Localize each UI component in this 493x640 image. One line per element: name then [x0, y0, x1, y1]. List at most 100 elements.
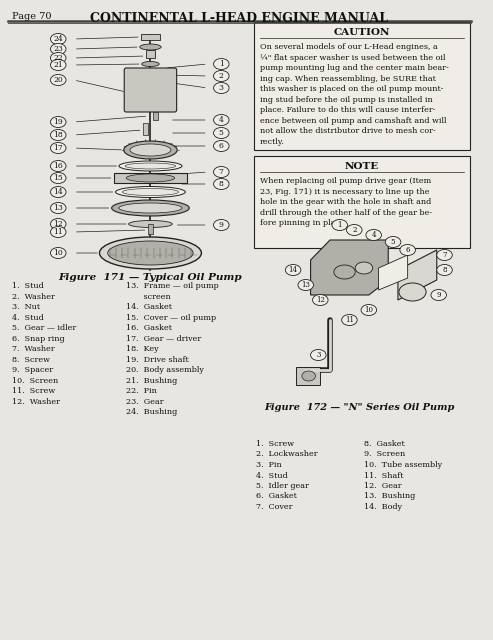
- Text: rectly.: rectly.: [260, 138, 285, 145]
- Text: ¼" flat spacer washer is used between the oil: ¼" flat spacer washer is used between th…: [260, 54, 446, 61]
- Text: 8.  Screw: 8. Screw: [12, 355, 50, 364]
- Ellipse shape: [431, 289, 447, 301]
- Bar: [141, 34, 160, 40]
- Text: 4: 4: [371, 231, 376, 239]
- Text: 24: 24: [53, 35, 63, 43]
- Text: 10: 10: [53, 249, 63, 257]
- Ellipse shape: [50, 218, 66, 230]
- Ellipse shape: [50, 52, 66, 63]
- Text: 17: 17: [53, 144, 63, 152]
- Text: 5: 5: [219, 129, 224, 137]
- Text: 19: 19: [53, 118, 63, 126]
- Ellipse shape: [213, 220, 229, 230]
- Ellipse shape: [122, 189, 178, 195]
- Ellipse shape: [298, 280, 314, 291]
- Ellipse shape: [50, 173, 66, 184]
- Ellipse shape: [213, 166, 229, 177]
- Ellipse shape: [313, 294, 328, 305]
- Text: 3: 3: [219, 84, 224, 92]
- Text: 3: 3: [316, 351, 320, 359]
- Text: 1: 1: [219, 60, 224, 68]
- Text: 14: 14: [288, 266, 298, 274]
- Text: pump mounting lug and the center main bear-: pump mounting lug and the center main be…: [260, 64, 449, 72]
- FancyBboxPatch shape: [124, 68, 176, 112]
- Text: 13.  Bushing: 13. Bushing: [364, 493, 415, 500]
- Ellipse shape: [130, 144, 171, 156]
- Text: 6: 6: [219, 142, 224, 150]
- Text: 23.  Gear: 23. Gear: [126, 397, 164, 406]
- Text: Page 70: Page 70: [12, 12, 51, 21]
- Text: 2.  Lockwasher: 2. Lockwasher: [256, 451, 318, 458]
- Ellipse shape: [119, 203, 182, 213]
- Text: 10: 10: [364, 306, 373, 314]
- Text: 12.  Gear: 12. Gear: [364, 482, 402, 490]
- Ellipse shape: [111, 200, 189, 216]
- Text: 12.  Washer: 12. Washer: [12, 397, 60, 406]
- Ellipse shape: [124, 141, 177, 159]
- Ellipse shape: [126, 174, 175, 182]
- Bar: [142, 123, 147, 135]
- Text: 21: 21: [53, 61, 63, 69]
- Text: screen: screen: [126, 292, 171, 301]
- Text: 4.  Stud: 4. Stud: [12, 314, 43, 321]
- Text: 10.  Tube assembly: 10. Tube assembly: [364, 461, 442, 469]
- Text: 16.  Gasket: 16. Gasket: [126, 324, 172, 332]
- Text: 5: 5: [391, 238, 395, 246]
- Text: 13: 13: [53, 204, 63, 212]
- Bar: [254, 22, 470, 150]
- Ellipse shape: [129, 221, 172, 227]
- Text: 14.  Gasket: 14. Gasket: [126, 303, 172, 311]
- Text: 20: 20: [53, 76, 63, 84]
- Ellipse shape: [366, 230, 382, 241]
- Text: When replacing oil pump drive gear (Item: When replacing oil pump drive gear (Item: [260, 177, 431, 185]
- Text: CAUTION: CAUTION: [334, 28, 390, 37]
- Text: 3.  Nut: 3. Nut: [12, 303, 40, 311]
- Text: 22.  Pin: 22. Pin: [126, 387, 157, 395]
- Polygon shape: [311, 240, 388, 295]
- Text: 13.  Frame — oil pump: 13. Frame — oil pump: [126, 282, 219, 290]
- Ellipse shape: [213, 127, 229, 138]
- Ellipse shape: [399, 283, 426, 301]
- Ellipse shape: [334, 265, 355, 279]
- Text: 4: 4: [219, 116, 224, 124]
- Text: 5.  Gear — idler: 5. Gear — idler: [12, 324, 76, 332]
- Text: 16: 16: [53, 162, 63, 170]
- Text: 2: 2: [352, 226, 356, 234]
- Polygon shape: [379, 255, 408, 290]
- Text: 11.  Screw: 11. Screw: [12, 387, 55, 395]
- Ellipse shape: [50, 143, 66, 154]
- Bar: [145, 50, 155, 58]
- Text: fore pinning in place.: fore pinning in place.: [260, 219, 347, 227]
- Text: Figure  172 — "N" Series Oil Pump: Figure 172 — "N" Series Oil Pump: [264, 403, 455, 412]
- Ellipse shape: [355, 262, 373, 274]
- Ellipse shape: [50, 44, 66, 54]
- Text: Figure  171 — Typical Oil Pump: Figure 171 — Typical Oil Pump: [59, 273, 242, 282]
- Text: 15: 15: [53, 174, 63, 182]
- Text: this washer is placed on the oil pump mount-: this washer is placed on the oil pump mo…: [260, 85, 444, 93]
- Text: 5.  Idler gear: 5. Idler gear: [256, 482, 309, 490]
- Ellipse shape: [119, 161, 182, 171]
- Text: 7.  Cover: 7. Cover: [256, 503, 293, 511]
- Text: 12: 12: [53, 220, 63, 228]
- Ellipse shape: [347, 225, 362, 236]
- Ellipse shape: [213, 141, 229, 152]
- Bar: [296, 367, 320, 385]
- Ellipse shape: [50, 129, 66, 141]
- Ellipse shape: [342, 314, 357, 326]
- Ellipse shape: [50, 33, 66, 45]
- Text: 8.  Gasket: 8. Gasket: [364, 440, 405, 448]
- Ellipse shape: [125, 163, 176, 169]
- Bar: [153, 112, 158, 120]
- Text: 4.  Stud: 4. Stud: [256, 472, 288, 479]
- Text: 7: 7: [219, 168, 224, 176]
- Ellipse shape: [141, 61, 159, 67]
- Text: 24.  Bushing: 24. Bushing: [126, 408, 177, 416]
- Ellipse shape: [361, 305, 377, 316]
- Text: 7.  Washer: 7. Washer: [12, 345, 54, 353]
- Text: 18: 18: [53, 131, 63, 139]
- Ellipse shape: [400, 244, 416, 255]
- Text: 3.  Pin: 3. Pin: [256, 461, 282, 469]
- Text: 6: 6: [405, 246, 410, 254]
- Ellipse shape: [50, 202, 66, 214]
- Text: 2.  Washer: 2. Washer: [12, 292, 55, 301]
